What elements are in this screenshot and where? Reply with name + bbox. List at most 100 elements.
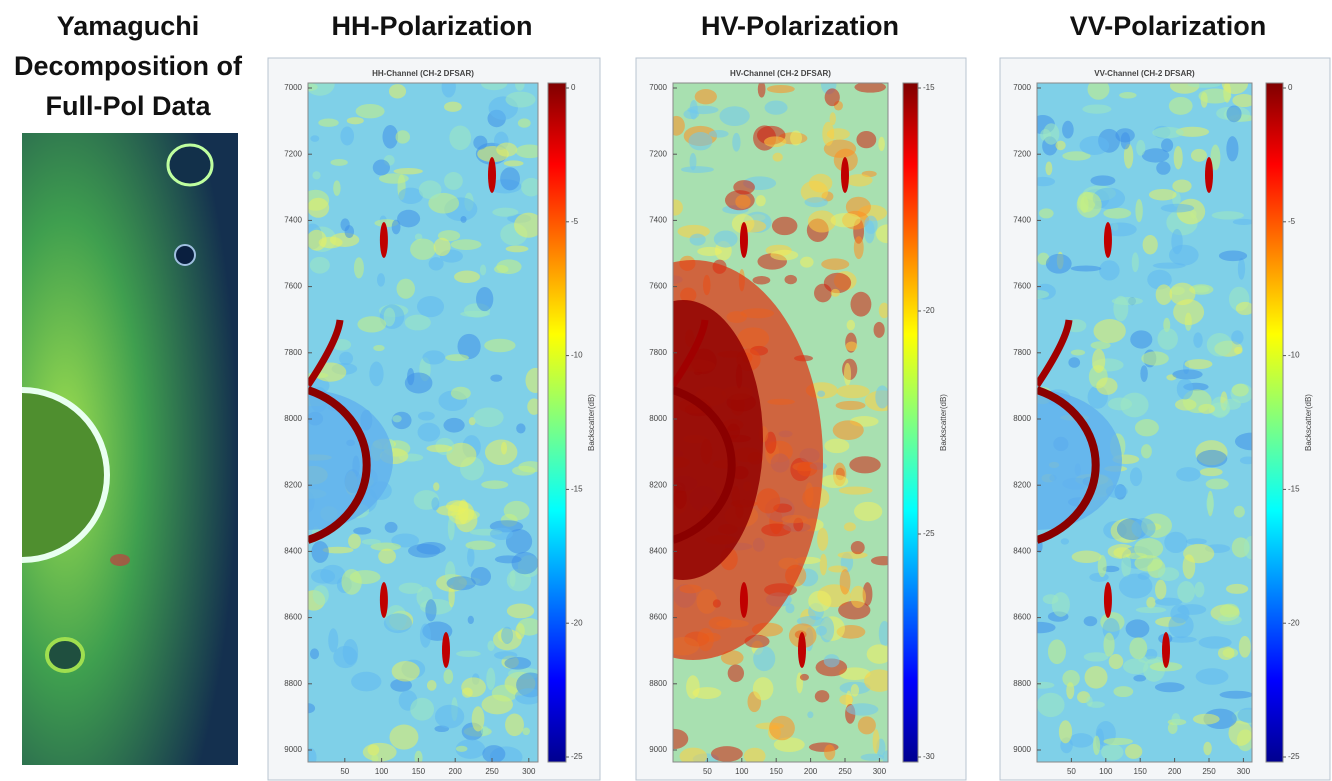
colorbar-tick-label: -5: [571, 217, 579, 226]
speckle: [445, 500, 469, 513]
speckle: [484, 439, 518, 466]
speckle: [764, 136, 787, 148]
speckle: [433, 237, 451, 257]
speckle: [1071, 550, 1102, 564]
speckle: [799, 673, 809, 681]
speckle: [832, 420, 864, 440]
colorbar-tick-label: -10: [571, 351, 583, 360]
speckle: [1199, 467, 1223, 477]
speckle: [1043, 123, 1060, 145]
speckle: [514, 688, 538, 705]
speckle: [1225, 583, 1249, 594]
colorbar-tick-label: -25: [923, 529, 935, 538]
speckle: [515, 144, 538, 159]
speckle: [312, 585, 329, 606]
colorbar-tick-label: -15: [923, 83, 935, 92]
speckle: [1051, 592, 1070, 617]
speckle: [843, 362, 852, 386]
plot-title: HH-Channel (CH-2 DFSAR): [372, 69, 474, 78]
colorbar-tick-label: -5: [1288, 217, 1296, 226]
speckle: [1161, 138, 1174, 153]
speckle: [727, 664, 745, 683]
speckle: [1045, 161, 1053, 176]
speckle: [1037, 290, 1050, 299]
speckle: [362, 742, 397, 762]
speckle: [846, 319, 856, 331]
speckle: [318, 118, 339, 127]
speckle: [471, 706, 485, 732]
speckle: [864, 669, 888, 692]
speckle: [384, 521, 398, 533]
speckle: [850, 540, 865, 555]
speckle: [376, 273, 386, 287]
speckle: [382, 124, 399, 149]
speckle: [426, 444, 453, 453]
colorbar-tick-label: 0: [1288, 83, 1293, 92]
crater-rim: [1037, 319, 1073, 387]
speckle: [525, 367, 538, 394]
feature: [739, 222, 748, 258]
speckle: [1083, 652, 1109, 662]
speckle: [312, 171, 321, 180]
speckle: [1170, 604, 1190, 624]
speckle: [348, 533, 361, 549]
speckle: [369, 361, 384, 387]
speckle: [328, 628, 339, 653]
speckle: [473, 407, 504, 428]
speckle: [835, 400, 866, 411]
speckle: [1129, 467, 1143, 487]
colorbar-tick-label: -25: [1288, 752, 1300, 761]
plot-border: [307, 82, 539, 763]
speckle: [344, 225, 355, 239]
speckle: [434, 704, 465, 729]
speckle: [1211, 211, 1244, 220]
sar-content: [673, 83, 888, 762]
speckle: [367, 744, 380, 756]
speckle: [1155, 579, 1167, 600]
speckle: [1210, 144, 1221, 171]
speckle: [1154, 682, 1185, 693]
speckle: [772, 152, 783, 162]
sar-image: [673, 83, 888, 762]
speckle: [1173, 299, 1205, 326]
speckle: [1140, 444, 1152, 459]
speckle: [450, 239, 482, 250]
speckle: [465, 540, 496, 551]
speckle: [446, 442, 477, 468]
y-tick-label: 7600: [284, 282, 302, 291]
speckle: [1168, 97, 1193, 115]
speckle: [1090, 341, 1111, 350]
speckle: [1101, 743, 1124, 761]
speckle: [417, 422, 441, 442]
speckle: [445, 354, 469, 362]
speckle: [1079, 136, 1110, 155]
speckle: [503, 160, 524, 167]
panel-heading: VV-Polarization: [1070, 11, 1267, 41]
speckle: [494, 651, 518, 660]
speckle: [521, 177, 538, 197]
speckle: [1076, 191, 1102, 218]
speckle: [808, 590, 832, 612]
y-tick-label: 8600: [649, 613, 667, 622]
colorbar-tick-label: -30: [923, 752, 935, 761]
speckle: [755, 195, 766, 207]
speckle: [505, 713, 524, 737]
feature: [798, 632, 806, 668]
feature: [488, 157, 496, 193]
speckle: [850, 291, 872, 317]
speckle: [516, 423, 526, 434]
speckle: [710, 746, 743, 762]
x-tick-label: 250: [1202, 767, 1216, 776]
speckle: [410, 697, 435, 721]
speckle: [1108, 653, 1124, 670]
colorbar-tick-label: -20: [923, 306, 935, 315]
crater-rim: [673, 386, 736, 544]
speckle: [418, 180, 442, 200]
colorbar-tick-label: -15: [1288, 485, 1300, 494]
x-tick-label: 100: [375, 767, 389, 776]
speckle: [416, 542, 446, 555]
speckle: [391, 660, 420, 682]
panel-heading: HH-Polarization: [331, 11, 532, 41]
speckle: [1047, 639, 1066, 665]
speckle: [447, 515, 455, 541]
